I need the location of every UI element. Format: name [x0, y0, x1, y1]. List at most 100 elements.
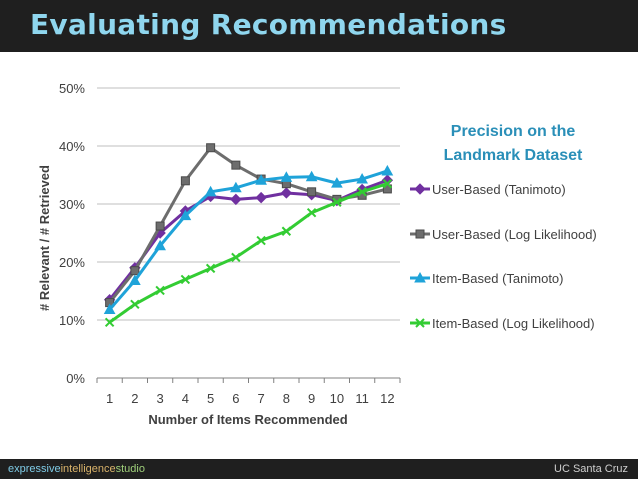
data-point: [305, 170, 318, 182]
x-tick-label: 7: [258, 391, 265, 406]
series-2: [105, 143, 392, 308]
y-axis-label: # Relevant / # Retrieved: [37, 165, 52, 311]
data-point: [280, 187, 293, 199]
data-point: [381, 164, 394, 176]
data-point: [103, 303, 116, 315]
data-point: [230, 193, 242, 206]
data-point: [130, 299, 140, 310]
data-point: [180, 176, 190, 186]
data-point: [231, 252, 241, 263]
x-tick-label: 8: [283, 391, 290, 406]
y-tick-label: 20%: [59, 255, 85, 270]
y-tick-label: 0%: [66, 371, 85, 386]
x-tick-label: 9: [308, 391, 315, 406]
data-point: [255, 191, 267, 204]
series-line: [108, 182, 388, 324]
legend-swatch-marker: [414, 271, 426, 283]
data-point: [205, 263, 216, 274]
data-point: [280, 171, 293, 182]
marker-stroke: [281, 226, 292, 236]
footer: expressiveintelligencestudio UC Santa Cr…: [0, 459, 638, 479]
legend-title-line: Landmark Dataset: [444, 147, 583, 164]
footer-brand-word-1: expressive: [8, 463, 61, 475]
data-point: [204, 185, 217, 197]
marker-stroke: [205, 263, 216, 274]
footer-brand-word-3: studio: [115, 463, 145, 475]
title-bar: Evaluating Recommendations: [0, 0, 638, 52]
x-tick-label: 1: [106, 391, 113, 406]
marker-stroke: [130, 299, 140, 310]
legend-entry: User-Based (Tanimoto): [410, 182, 566, 197]
legend-swatch-marker: [415, 229, 425, 239]
data-point: [129, 274, 141, 286]
marker-stroke: [306, 207, 317, 218]
series-3: [103, 164, 394, 315]
data-point: [332, 197, 342, 207]
marker-stroke: [231, 252, 241, 263]
legend-title-line: Precision on the: [451, 123, 576, 140]
data-point: [179, 209, 192, 221]
x-tick-label: 6: [232, 391, 239, 406]
x-tick-label: 12: [380, 391, 394, 406]
marker-stroke: [357, 187, 367, 197]
legend-entry: User-Based (Log Likelihood): [410, 227, 597, 242]
marker-stroke: [155, 285, 165, 296]
legend-entry: Item-Based (Log Likelihood): [410, 316, 595, 331]
footer-brand: expressiveintelligencestudio: [8, 459, 145, 479]
data-point: [104, 317, 115, 328]
series-line: [108, 169, 388, 311]
data-point: [154, 239, 166, 251]
data-point: [180, 274, 191, 285]
series-1: [103, 174, 394, 306]
marker-stroke: [180, 274, 191, 285]
x-tick-label: 10: [330, 391, 344, 406]
axis-layer: 0%10%20%30%40%50%1 2 3 4 5 6 7 8 9 10 11 12: [59, 81, 401, 406]
data-point: [281, 226, 292, 236]
x-tick-label: 3: [157, 391, 164, 406]
grid-layer: [97, 87, 400, 379]
x-tick-label: 5: [207, 391, 214, 406]
footer-brand-word-2: intelligence: [60, 463, 116, 475]
series-4: [104, 178, 393, 328]
marker-stroke: [104, 317, 115, 328]
marker-stroke: [415, 318, 425, 328]
data-point: [155, 285, 165, 296]
data-point: [357, 187, 367, 197]
marker-stroke: [256, 235, 266, 246]
x-tick-label: 11: [355, 391, 369, 406]
footer-affiliation: UC Santa Cruz: [554, 463, 628, 475]
legend-label: User-Based (Tanimoto): [432, 182, 566, 197]
legend-label: Item-Based (Log Likelihood): [432, 316, 595, 331]
legend-label: Item-Based (Tanimoto): [432, 271, 564, 286]
series-line: [108, 146, 388, 304]
data-point: [307, 187, 317, 197]
data-point: [306, 207, 317, 218]
precision-line-chart: 0%10%20%30%40%50%1 2 3 4 5 6 7 8 9 10 11 12 Precisi…: [37, 81, 597, 427]
data-point: [155, 221, 165, 231]
data-point: [230, 181, 242, 193]
data-point: [356, 173, 368, 184]
series-layer: [103, 143, 394, 328]
x-tick-label: 2: [131, 391, 138, 406]
data-point: [231, 160, 241, 170]
data-point: [206, 143, 216, 153]
legend-swatch-marker: [414, 183, 426, 195]
data-point: [382, 178, 393, 189]
y-tick-label: 40%: [59, 139, 85, 154]
data-point: [256, 235, 266, 246]
marker-stroke: [332, 197, 342, 207]
page-title: Evaluating Recommendations: [30, 8, 507, 41]
legend-label: User-Based (Log Likelihood): [432, 227, 597, 242]
marker-stroke: [382, 178, 393, 189]
data-point: [255, 174, 267, 185]
y-tick-label: 50%: [59, 81, 85, 96]
legend: Precision on the Landmark Dataset User-Bas…: [410, 123, 597, 331]
y-tick-label: 10%: [59, 313, 85, 328]
legend-entry: Item-Based (Tanimoto): [410, 271, 564, 286]
y-tick-label: 30%: [59, 197, 85, 212]
x-tick-label: 4: [182, 391, 189, 406]
data-point: [130, 266, 140, 276]
data-point: [331, 177, 343, 188]
legend-swatch-marker: [415, 318, 425, 328]
x-axis-label: Number of Items Recommended: [148, 412, 347, 427]
